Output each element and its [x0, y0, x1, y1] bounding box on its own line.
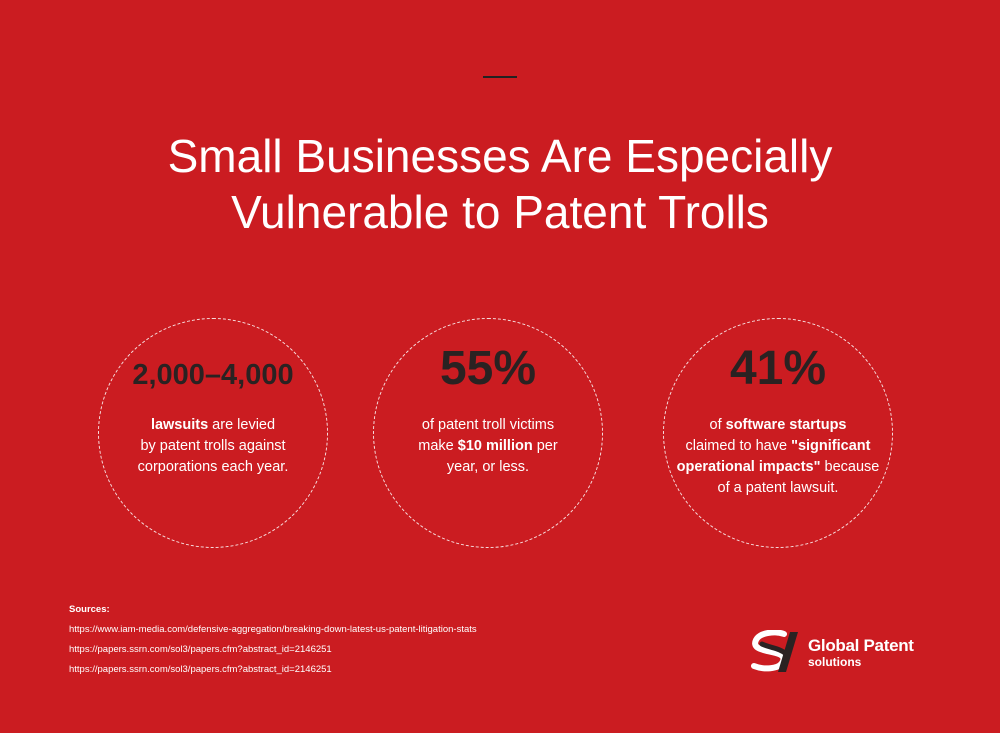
stat-desc-text: corporations each year. — [138, 459, 289, 475]
stat-number: 55% — [374, 341, 602, 396]
stat-desc-text: year, or less. — [447, 459, 529, 475]
stat-desc-bold: lawsuits — [151, 417, 208, 433]
stat-victims-circle: 55% of patent troll victims make $10 mil… — [373, 318, 603, 548]
title-line-2: Vulnerable to Patent Trolls — [0, 184, 1000, 240]
stat-desc-bold: software startups — [726, 417, 847, 433]
stat-desc-text: of patent troll victims — [422, 417, 554, 433]
page-title: Small Businesses Are Especially Vulnerab… — [0, 128, 1000, 240]
stat-desc-bold: $10 million — [458, 438, 533, 454]
gps-swoosh-logo-icon — [746, 630, 802, 674]
stat-desc-text: make — [418, 438, 458, 454]
stat-startups-circle: 41% of software startups claimed to have… — [663, 318, 893, 548]
top-divider — [483, 76, 517, 78]
source-link[interactable]: https://www.iam-media.com/defensive-aggr… — [69, 624, 477, 635]
stat-desc-text: claimed to have — [686, 438, 792, 454]
stat-desc-text: of — [710, 417, 726, 433]
sources-label: Sources: — [69, 604, 477, 615]
logo-name: Global Patent — [808, 637, 914, 655]
stat-desc-text: per — [533, 438, 558, 454]
logo-sub: solutions — [808, 656, 861, 669]
source-link[interactable]: https://papers.ssrn.com/sol3/papers.cfm?… — [69, 664, 477, 675]
stat-desc-bold: operational impacts" — [677, 459, 821, 475]
stat-desc-text: by patent trolls against — [140, 438, 285, 454]
stat-number: 2,000–4,000 — [99, 359, 327, 392]
stat-description: of patent troll victims make $10 million… — [384, 415, 592, 478]
title-line-1: Small Businesses Are Especially — [0, 128, 1000, 184]
source-link[interactable]: https://papers.ssrn.com/sol3/papers.cfm?… — [69, 644, 477, 655]
stat-desc-bold: "significant — [791, 438, 870, 454]
stat-lawsuits-circle: 2,000–4,000 lawsuits are levied by paten… — [98, 318, 328, 548]
stat-desc-text: of a patent lawsuit. — [718, 480, 839, 496]
brand-logo: Global Patent solutions — [746, 630, 946, 674]
stat-desc-text: are levied — [208, 417, 275, 433]
stat-desc-text: because — [821, 459, 880, 475]
sources-section: Sources: https://www.iam-media.com/defen… — [69, 604, 477, 684]
stat-description: of software startups claimed to have "si… — [674, 415, 882, 499]
stat-number: 41% — [664, 341, 892, 396]
stat-description: lawsuits are levied by patent trolls aga… — [109, 415, 317, 478]
